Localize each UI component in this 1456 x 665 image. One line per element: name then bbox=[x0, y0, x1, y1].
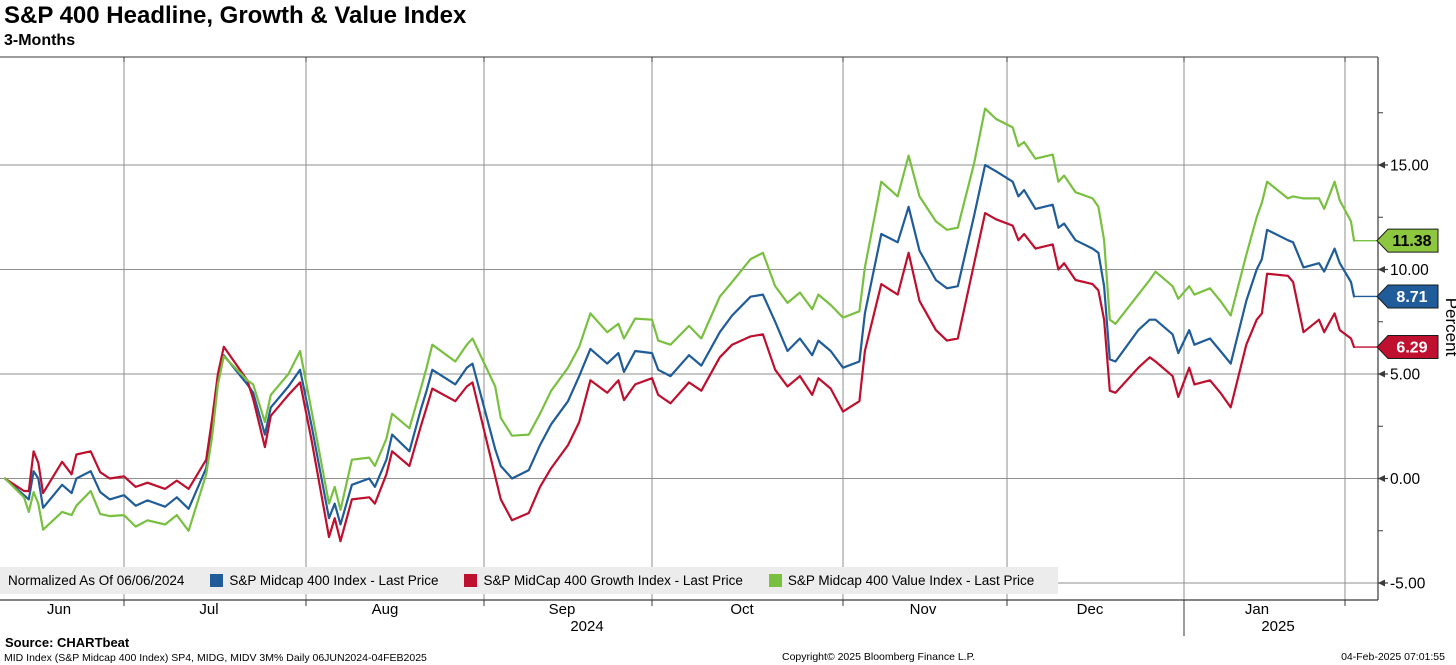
legend-item-label: S&P MidCap 400 Growth Index - Last Price bbox=[483, 573, 743, 588]
x-axis-year-label: 2024 bbox=[570, 618, 603, 635]
page-title: S&P 400 Headline, Growth & Value Index bbox=[4, 2, 467, 29]
last-price-badge-label: 11.38 bbox=[1392, 233, 1431, 250]
legend-bar: Normalized As Of 06/06/2024 S&P Midcap 4… bbox=[0, 567, 1058, 594]
last-price-badge-midcap-400-value-index bbox=[1376, 228, 1439, 253]
x-axis-year-label: 2025 bbox=[1261, 618, 1294, 635]
x-axis-month-label: Dec bbox=[1077, 601, 1104, 618]
y-axis-tick-arrow bbox=[1378, 579, 1385, 587]
y-axis-tick-arrow bbox=[1378, 266, 1385, 273]
legend-swatch-icon bbox=[210, 574, 224, 587]
series-line-midcap-400-growth-index bbox=[3, 212, 1356, 543]
legend-item-midcap-400-value-index[interactable]: S&P Midcap 400 Value Index - Last Price bbox=[768, 573, 1035, 588]
y-axis-tick-label: 0.00 bbox=[1390, 471, 1421, 488]
last-price-badge-midcap-400-index bbox=[1376, 284, 1439, 309]
x-axis-month-label: Nov bbox=[910, 601, 937, 618]
copyright-text: Copyright© 2025 Bloomberg Finance L.P. bbox=[782, 651, 976, 663]
x-axis-month-label: Jun bbox=[47, 601, 71, 618]
x-axis-month-label: Oct bbox=[730, 601, 754, 618]
x-axis-month-label: Sep bbox=[549, 601, 576, 618]
legend-item-midcap-400-index[interactable]: S&P Midcap 400 Index - Last Price bbox=[210, 573, 438, 588]
legend-item-midcap-400-growth-index[interactable]: S&P MidCap 400 Growth Index - Last Price bbox=[464, 573, 743, 588]
y-axis-tick-label: 15.00 bbox=[1390, 158, 1429, 175]
timestamp: 04-Feb-2025 07:01:55 bbox=[1341, 651, 1445, 663]
y-axis-tick-label: 10.00 bbox=[1390, 262, 1429, 279]
y-axis-tick-arrow bbox=[1378, 370, 1385, 378]
legend-item-label: S&P Midcap 400 Index - Last Price bbox=[229, 573, 439, 588]
last-price-badge-midcap-400-growth-index bbox=[1376, 335, 1439, 360]
chart-subtitle: 3-Months bbox=[4, 32, 76, 49]
chart-description: MID Index (S&P Midcap 400 Index) SP4, MI… bbox=[4, 652, 427, 664]
legend-item-label: S&P Midcap 400 Value Index - Last Price bbox=[787, 573, 1035, 588]
last-price-badge-label: 8.71 bbox=[1396, 289, 1427, 306]
last-price-badge-label: 6.29 bbox=[1396, 340, 1427, 357]
y-axis-tick-arrow bbox=[1378, 161, 1385, 169]
y-axis-title: Percent bbox=[1442, 298, 1456, 357]
y-axis-tick-label: -5.00 bbox=[1390, 576, 1426, 593]
y-axis-tick-arrow bbox=[1378, 475, 1385, 482]
legend-note: Normalized As Of 06/06/2024 bbox=[8, 573, 185, 588]
source-label: Source: CHARTbeat bbox=[5, 635, 130, 650]
series-line-midcap-400-value-index bbox=[3, 107, 1356, 532]
x-axis-month-label: Jan bbox=[1245, 601, 1269, 618]
legend-swatch-icon bbox=[768, 574, 782, 587]
x-axis-month-label: Aug bbox=[372, 601, 399, 618]
y-axis-tick-label: 5.00 bbox=[1390, 367, 1421, 384]
x-axis-month-label: Jul bbox=[199, 601, 218, 618]
legend-swatch-icon bbox=[464, 574, 478, 587]
